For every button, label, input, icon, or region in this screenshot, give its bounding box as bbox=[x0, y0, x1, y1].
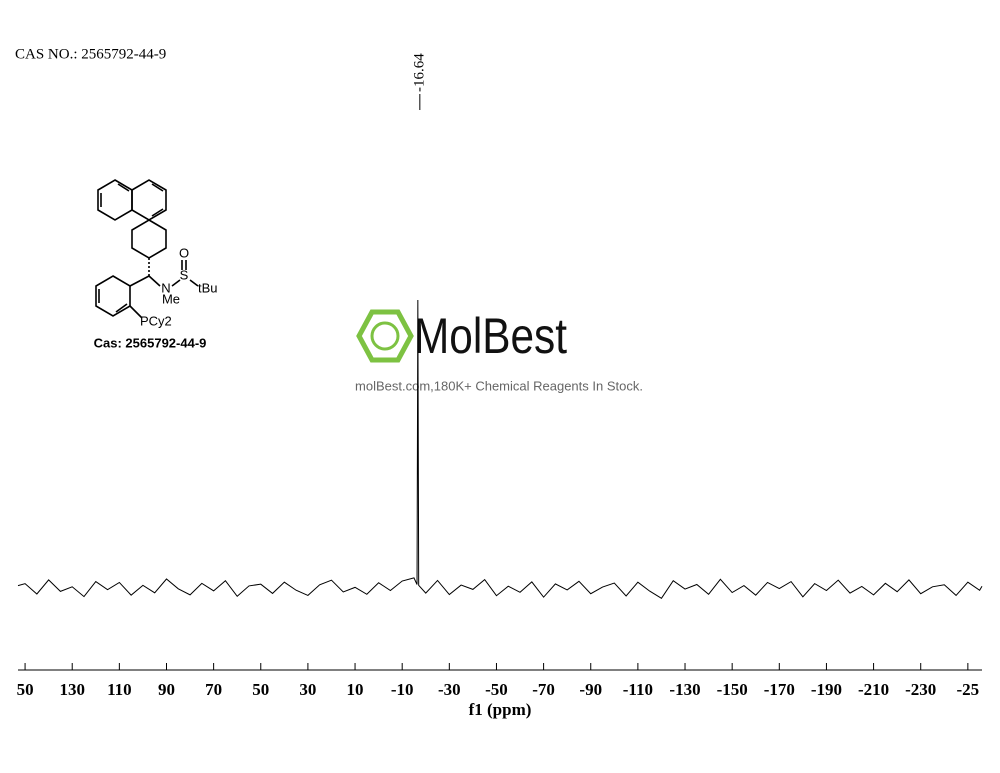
x-tick-label: -10 bbox=[391, 680, 414, 699]
spectrum-line bbox=[17, 299, 983, 599]
x-tick-label: -150 bbox=[717, 680, 748, 699]
atom-label: PCy2 bbox=[140, 313, 172, 328]
atom-label: N bbox=[161, 280, 170, 295]
x-tick-label: -130 bbox=[669, 680, 700, 699]
watermark-logo bbox=[356, 309, 414, 363]
peak-label: -16.64 bbox=[411, 53, 427, 92]
atom-label: S bbox=[180, 267, 189, 282]
structure-caption: Cas: 2565792-44-9 bbox=[94, 335, 207, 350]
watermark-tagline: molBest.com,180K+ Chemical Reagents In S… bbox=[355, 378, 643, 393]
x-tick-label: 50 bbox=[252, 680, 269, 699]
x-tick-label: 70 bbox=[205, 680, 222, 699]
x-tick-label: 130 bbox=[59, 680, 85, 699]
x-tick-label: -170 bbox=[764, 680, 795, 699]
x-tick-label: 10 bbox=[347, 680, 364, 699]
x-tick-label: 50 bbox=[17, 680, 34, 699]
x-tick-label: 110 bbox=[107, 680, 132, 699]
x-tick-label: 90 bbox=[158, 680, 175, 699]
atom-label: tBu bbox=[198, 280, 218, 295]
x-tick-label: -90 bbox=[579, 680, 602, 699]
atom-label: O bbox=[179, 245, 189, 260]
x-axis-label: f1 (ppm) bbox=[469, 700, 532, 719]
x-tick-label: -190 bbox=[811, 680, 842, 699]
atom-label: Me bbox=[162, 291, 180, 306]
x-tick-label: -30 bbox=[438, 680, 461, 699]
cas-header: CAS NO.: 2565792-44-9 bbox=[15, 46, 166, 62]
x-tick-label: 30 bbox=[299, 680, 316, 699]
x-tick-label: -70 bbox=[532, 680, 555, 699]
x-tick-label: -110 bbox=[623, 680, 653, 699]
x-tick-label: -50 bbox=[485, 680, 508, 699]
molecule bbox=[95, 179, 199, 319]
watermark-brand: MolBest bbox=[414, 308, 567, 364]
x-tick-label: -210 bbox=[858, 680, 889, 699]
x-tick-label: -25 bbox=[957, 680, 980, 699]
x-tick-label: -230 bbox=[905, 680, 936, 699]
